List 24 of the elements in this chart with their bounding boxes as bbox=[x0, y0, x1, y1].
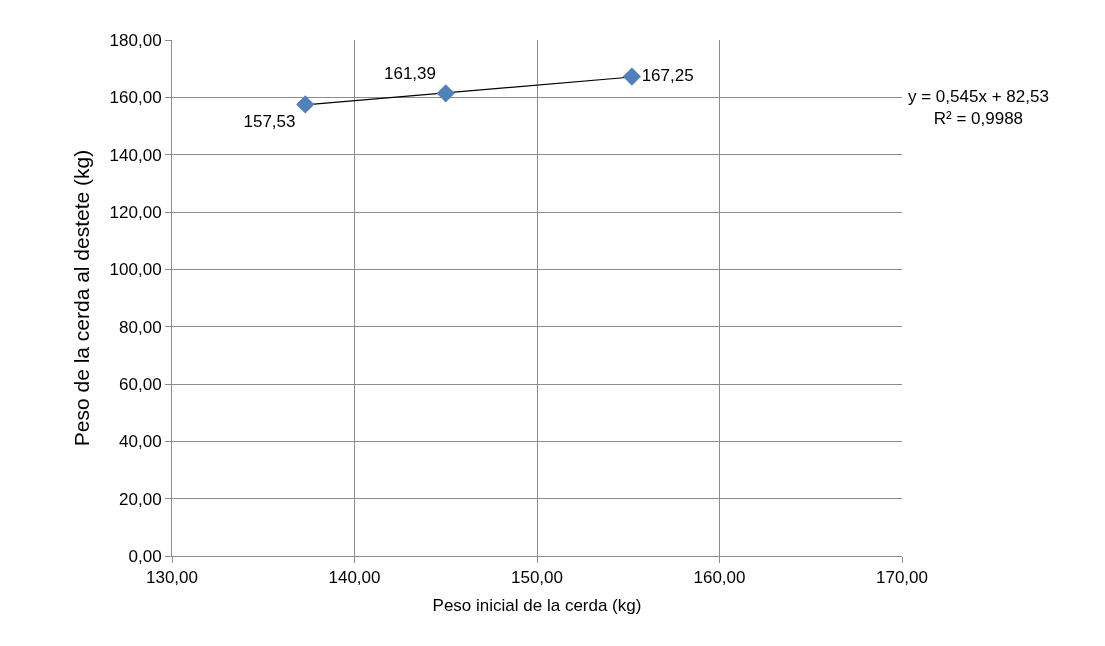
point bbox=[436, 84, 455, 103]
y-tick-label: 0,00 bbox=[128, 546, 162, 566]
point bbox=[622, 67, 641, 86]
data-label: 161,39 bbox=[384, 64, 436, 84]
y-tick-label: 180,00 bbox=[109, 30, 162, 50]
x-tick-label: 130,00 bbox=[146, 568, 198, 588]
y-tick-label: 40,00 bbox=[119, 432, 162, 452]
data-label: 157,53 bbox=[243, 111, 296, 131]
data-label: 167,25 bbox=[641, 65, 694, 85]
text: y = 0,545x + 82,53 R² = 0,9988 bbox=[908, 87, 1049, 129]
point bbox=[296, 95, 315, 114]
y-axis-title: Peso de la cerda al destete (kg) bbox=[69, 149, 93, 447]
x-tick-label: 140,00 bbox=[328, 568, 381, 588]
y-tick-label: 160,00 bbox=[109, 88, 162, 108]
x-tick-label: 170,00 bbox=[876, 568, 928, 588]
x-tick-label: 150,00 bbox=[511, 568, 563, 588]
y-tick-label: 100,00 bbox=[109, 260, 162, 280]
y-tick-label: 60,00 bbox=[119, 374, 162, 394]
y-tick-label: 120,00 bbox=[109, 202, 162, 222]
y-tick-label: 20,00 bbox=[119, 489, 162, 509]
y-tick-label: 140,00 bbox=[109, 145, 162, 165]
y-tick-label: 80,00 bbox=[119, 317, 162, 337]
x-axis-title: Peso inicial de la cerda (kg) bbox=[432, 595, 642, 615]
x-tick-label: 160,00 bbox=[693, 568, 746, 588]
